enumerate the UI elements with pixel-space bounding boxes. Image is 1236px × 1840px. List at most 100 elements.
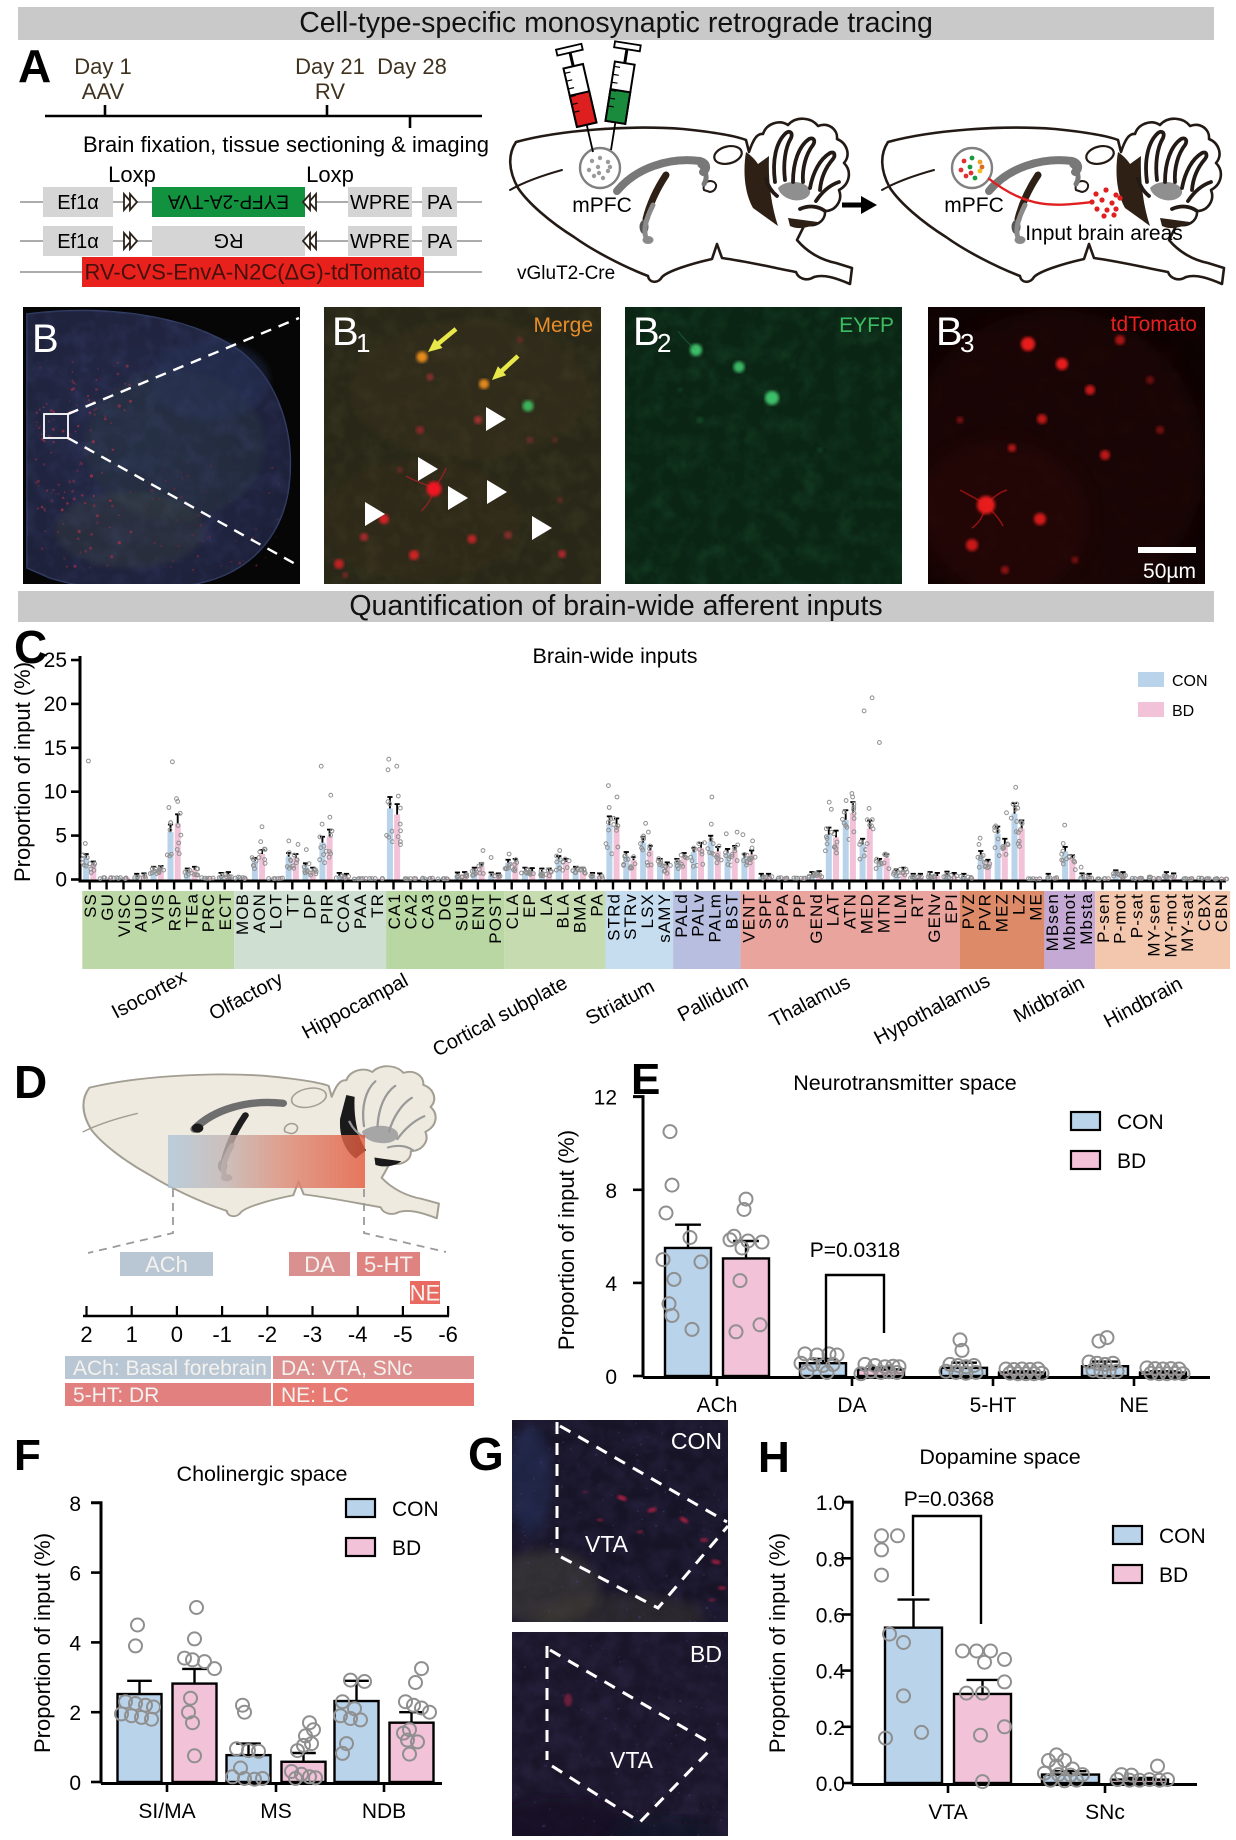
svg-text:TT: TT [284,893,303,916]
svg-text:H: H [758,1433,790,1482]
svg-text:3: 3 [960,328,974,358]
svg-text:20: 20 [44,693,67,716]
svg-text:MY-sen: MY-sen [1144,893,1163,957]
svg-text:C: C [14,621,47,673]
svg-text:GENd: GENd [807,893,826,944]
svg-text:MY-sat: MY-sat [1178,893,1197,952]
svg-text:ATN: ATN [841,893,860,929]
svg-text:SPA: SPA [773,893,792,929]
svg-text:12: 12 [594,1087,617,1110]
svg-text:P=0.0368: P=0.0368 [904,1488,995,1511]
svg-text:-4: -4 [348,1322,368,1347]
svg-text:PA: PA [587,893,606,917]
svg-text:NE: NE [1119,1394,1148,1417]
svg-text:VIS: VIS [149,893,168,924]
svg-text:NDB: NDB [362,1800,406,1823]
svg-text:MOB: MOB [233,893,252,935]
svg-text:F: F [14,1431,41,1480]
svg-text:ILM: ILM [891,893,910,925]
svg-text:ACh: ACh [145,1252,188,1277]
svg-text:EPI: EPI [942,893,961,924]
svg-text:2: 2 [69,1702,81,1725]
svg-text:1: 1 [356,328,370,358]
svg-text:NE: NE [410,1280,441,1305]
svg-text:B: B [332,310,359,354]
svg-text:STRv: STRv [621,893,640,940]
svg-text:VTA: VTA [585,1531,629,1557]
svg-text:PALv: PALv [689,893,708,937]
svg-text:0.4: 0.4 [816,1661,846,1684]
svg-text:Proportion of input (%): Proportion of input (%) [554,1130,579,1350]
svg-text:BD: BD [690,1641,722,1667]
svg-text:ME: ME [1026,893,1045,921]
svg-text:Proportion of input (%): Proportion of input (%) [765,1533,790,1753]
svg-text:VTA: VTA [928,1801,967,1824]
svg-text:-2: -2 [258,1322,278,1347]
svg-text:CON: CON [1117,1111,1164,1134]
svg-text:AAV: AAV [82,79,125,104]
svg-text:CON: CON [671,1428,722,1454]
svg-text:8: 8 [69,1493,81,1516]
svg-text:0: 0 [605,1366,617,1389]
svg-text:AON: AON [250,893,269,933]
svg-text:PAA: PAA [351,893,370,929]
svg-text:vGluT2-Cre: vGluT2-Cre [517,263,615,284]
svg-text:BD: BD [392,1537,421,1560]
svg-text:-6: -6 [438,1322,458,1347]
svg-text:DA: DA [837,1394,866,1417]
svg-text:BD: BD [1159,1564,1188,1587]
svg-text:-5: -5 [393,1322,413,1347]
svg-text:Loxp: Loxp [306,162,354,187]
svg-text:SPF: SPF [756,893,775,929]
svg-text:25: 25 [44,649,67,672]
svg-text:EP: EP [520,893,539,918]
svg-text:VENT: VENT [739,893,758,943]
svg-text:PALm: PALm [706,893,725,942]
svg-text:Day 28: Day 28 [377,54,447,79]
svg-text:0: 0 [55,869,67,892]
svg-text:Loxp: Loxp [108,162,156,187]
svg-text:mPFC: mPFC [572,194,632,217]
svg-text:-3: -3 [303,1322,323,1347]
svg-text:B: B [936,310,963,354]
svg-text:Input brain areas: Input brain areas [1025,222,1183,245]
svg-text:Day 21: Day 21 [295,54,365,79]
svg-text:MBsen: MBsen [1043,893,1062,951]
svg-text:WPRE: WPRE [350,231,410,253]
svg-text:5-HT: DR: 5-HT: DR [73,1384,159,1407]
svg-text:10: 10 [44,781,67,804]
svg-text:CBX: CBX [1195,893,1214,931]
svg-text:PVZ: PVZ [959,893,978,929]
svg-text:A: A [18,40,51,92]
svg-text:LA: LA [537,893,556,916]
svg-text:EYFP-2A-TVA: EYFP-2A-TVA [168,190,289,211]
svg-text:PRC: PRC [199,893,218,932]
svg-text:0: 0 [69,1772,81,1795]
svg-text:Day 1: Day 1 [74,54,131,79]
svg-text:Proportion of input (%): Proportion of input (%) [10,662,35,882]
svg-text:WPRE: WPRE [350,192,410,214]
svg-text:DA: DA [304,1252,335,1277]
svg-text:TEa: TEa [182,893,201,927]
svg-text:B: B [32,317,59,361]
svg-text:tdTomato: tdTomato [1111,313,1197,336]
svg-text:1.0: 1.0 [816,1492,845,1515]
svg-text:0.8: 0.8 [816,1548,845,1571]
svg-text:TR: TR [368,893,387,918]
svg-text:PALd: PALd [672,893,691,938]
svg-text:LAT: LAT [824,893,843,926]
svg-text:1: 1 [126,1322,138,1347]
svg-text:GU: GU [98,893,117,921]
svg-text:5-HT: 5-HT [970,1394,1017,1417]
svg-text:PA: PA [427,192,453,214]
svg-text:LZ: LZ [1009,893,1028,915]
svg-text:0: 0 [171,1322,183,1347]
svg-text:Merge: Merge [533,314,593,337]
svg-text:POST: POST [486,893,505,944]
svg-text:-1: -1 [212,1322,232,1347]
svg-text:P-sat: P-sat [1128,893,1147,938]
svg-text:DA: VTA, SNc: DA: VTA, SNc [281,1357,412,1380]
svg-text:CON: CON [1159,1525,1206,1548]
svg-text:MEZ: MEZ [993,893,1012,932]
svg-text:DG: DG [436,893,455,921]
